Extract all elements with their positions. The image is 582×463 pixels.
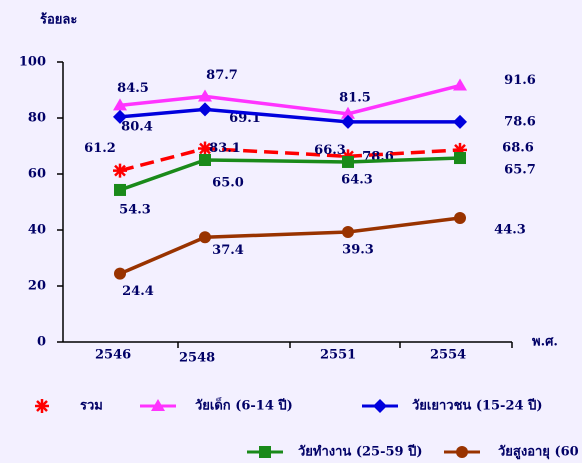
data-label: 80.4 [121, 119, 153, 134]
data-point [113, 163, 127, 178]
y-axis-title: ร้อยละ [40, 12, 77, 28]
data-point [198, 141, 212, 156]
data-point [453, 114, 467, 129]
data-point [114, 267, 126, 280]
data-label: 65.0 [212, 176, 244, 191]
data-point [454, 211, 466, 224]
data-point [199, 154, 211, 166]
data-label: 91.6 [504, 73, 536, 88]
data-label: 54.3 [119, 202, 151, 217]
data-label: 44.3 [494, 222, 526, 237]
data-point [113, 98, 127, 111]
x-tick-label: 2546 [95, 348, 131, 363]
legend-label: วัยเด็ก (6-14 ปี) [195, 396, 293, 414]
data-point [453, 78, 467, 91]
data-point [341, 106, 355, 119]
legend-label: วัยสูงอายุ (60 ปีขึ้นไป) [498, 441, 582, 460]
data-label: 65.7 [504, 163, 536, 178]
data-point [342, 155, 354, 168]
legend-marker [151, 399, 165, 411]
legend-label: วัยทำงาน (25-59 ปี) [298, 444, 423, 460]
legend-marker [373, 399, 387, 413]
data-label: 39.3 [342, 242, 374, 257]
x-axis-title: พ.ศ. [532, 335, 558, 350]
asterisk-stroke [199, 142, 211, 155]
asterisk-stroke [36, 400, 48, 412]
x-tick-label: 2551 [320, 348, 356, 363]
series-line [119, 216, 461, 276]
legend-label: รวม [80, 399, 103, 414]
y-tick-label: 80 [28, 111, 46, 126]
data-point [199, 231, 211, 244]
legend-marker [456, 446, 468, 458]
legend-label: วัยเยาวชน (15-24 ปี) [412, 398, 542, 414]
data-label: 81.5 [339, 90, 371, 105]
y-tick-label: 40 [28, 223, 46, 238]
data-point [198, 102, 212, 117]
data-label: 68.6 [502, 140, 534, 155]
data-point [341, 114, 355, 129]
data-point [342, 225, 354, 238]
data-label: 84.5 [117, 81, 149, 96]
series-line [119, 83, 461, 116]
series-line [119, 156, 461, 192]
legend-marker [259, 446, 271, 458]
series-line [119, 107, 460, 124]
data-point [114, 183, 126, 196]
y-tick-label: 20 [28, 279, 46, 294]
y-tick-label: 0 [37, 335, 46, 350]
data-point [198, 89, 212, 102]
legend-marker [35, 399, 49, 413]
y-tick-label: 60 [28, 167, 46, 182]
data-label: 61.2 [84, 141, 116, 156]
data-label: 87.7 [206, 68, 238, 83]
y-tick-label: 100 [19, 55, 46, 70]
series-line [119, 146, 461, 173]
data-label: 66.3 [314, 143, 346, 158]
asterisk-stroke [114, 164, 126, 177]
x-tick-label: 2548 [179, 351, 215, 366]
data-label: 78.6 [504, 114, 536, 129]
data-label: 64.3 [341, 172, 373, 187]
data-label: 83.1 [209, 141, 241, 156]
data-label: 37.4 [212, 243, 244, 258]
x-tick-label: 2554 [430, 348, 466, 363]
data-point [454, 152, 466, 165]
data-label: 24.4 [122, 284, 154, 299]
data-point [113, 109, 127, 124]
